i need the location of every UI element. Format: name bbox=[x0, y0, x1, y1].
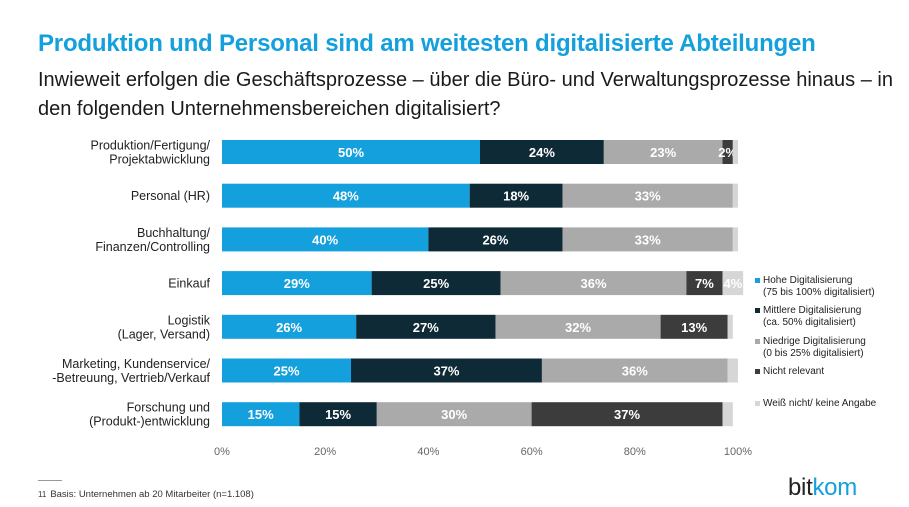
legend-label: Weiß nicht/ keine Angabe bbox=[763, 398, 877, 409]
value-label: 4% bbox=[723, 276, 742, 291]
bar-segment bbox=[222, 358, 351, 383]
value-label: 2% bbox=[718, 145, 737, 160]
footnote-text: Basis: Unternehmen ab 20 Mitarbeiter (n=… bbox=[50, 489, 254, 500]
bar-segment bbox=[531, 402, 723, 427]
legend-swatch bbox=[755, 308, 760, 313]
category-label: Projektabwicklung bbox=[109, 153, 210, 167]
value-label: 37% bbox=[614, 407, 640, 422]
bar-segment bbox=[356, 314, 496, 339]
legend-sublabel: (0 bis 25% digitalisiert) bbox=[763, 348, 864, 359]
legend-swatch bbox=[755, 369, 760, 374]
bar-segment bbox=[428, 227, 563, 252]
value-label: 7% bbox=[695, 276, 714, 291]
category-label: (Produkt-)entwicklung bbox=[89, 415, 210, 429]
legend-label: Nicht relevant bbox=[763, 366, 824, 377]
bar-segment bbox=[469, 183, 563, 208]
value-label: 18% bbox=[503, 189, 529, 204]
category-label: Produktion/Fertigung/ bbox=[90, 139, 210, 153]
bar-segment bbox=[351, 358, 542, 383]
logo-part-1: bit bbox=[788, 474, 813, 501]
x-tick-label: 20% bbox=[314, 446, 336, 458]
value-label: 15% bbox=[248, 407, 274, 422]
bar-segment bbox=[495, 314, 661, 339]
value-label: 15% bbox=[325, 407, 351, 422]
x-tick-label: 100% bbox=[724, 446, 752, 458]
value-label: 50% bbox=[338, 145, 364, 160]
bar-segment bbox=[732, 227, 738, 252]
value-label: 36% bbox=[622, 364, 648, 379]
x-tick-label: 0% bbox=[214, 446, 230, 458]
bar-segment bbox=[299, 402, 377, 427]
bar-segment bbox=[222, 227, 429, 252]
value-label: 37% bbox=[433, 364, 459, 379]
legend-swatch bbox=[755, 339, 760, 344]
category-label: -Betreuung, Vertrieb/Verkauf bbox=[52, 371, 210, 385]
legend-label: Hohe Digitalisierung bbox=[763, 275, 853, 286]
bar-segment bbox=[500, 271, 687, 296]
bar-segment bbox=[562, 183, 733, 208]
category-label: (Lager, Versand) bbox=[118, 327, 210, 341]
legend-label: Niedrige Digitalisierung bbox=[763, 336, 866, 347]
bar-segment bbox=[222, 271, 372, 296]
x-tick-label: 60% bbox=[521, 446, 543, 458]
bar-segment bbox=[686, 271, 723, 296]
bar-segment bbox=[732, 183, 738, 208]
value-label: 30% bbox=[441, 407, 467, 422]
bar-segment bbox=[722, 271, 744, 296]
value-label: 25% bbox=[423, 276, 449, 291]
value-label: 27% bbox=[413, 320, 439, 335]
bar-segment bbox=[222, 402, 300, 427]
chart-subtitle: Inwieweit erfolgen die Geschäftsprozesse… bbox=[38, 69, 893, 120]
value-label: 23% bbox=[650, 145, 676, 160]
bar-segment bbox=[376, 402, 532, 427]
category-label: Forschung und bbox=[127, 401, 210, 415]
bar-segment bbox=[222, 140, 480, 164]
value-label: 36% bbox=[581, 276, 607, 291]
bar-segment bbox=[603, 140, 723, 164]
value-label: 40% bbox=[312, 232, 338, 247]
slide-number: 11 bbox=[38, 490, 47, 499]
value-label: 48% bbox=[333, 189, 359, 204]
x-tick-label: 80% bbox=[624, 446, 646, 458]
bar-segment bbox=[562, 227, 733, 252]
x-tick-label: 40% bbox=[417, 446, 439, 458]
bar-segment bbox=[222, 314, 357, 339]
bar-segment bbox=[541, 358, 728, 383]
value-label: 26% bbox=[276, 320, 302, 335]
bar-segment bbox=[722, 140, 733, 164]
value-label: 33% bbox=[635, 232, 661, 247]
bar-segment bbox=[727, 314, 733, 339]
value-label: 24% bbox=[529, 145, 555, 160]
category-label: Einkauf bbox=[168, 277, 210, 291]
value-label: 33% bbox=[635, 189, 661, 204]
category-label: Personal (HR) bbox=[131, 189, 210, 203]
value-label: 26% bbox=[482, 232, 508, 247]
category-label: Logistik bbox=[168, 313, 211, 327]
bar-segment bbox=[480, 140, 604, 164]
bar-segment bbox=[222, 183, 470, 208]
legend-swatch bbox=[755, 278, 760, 283]
logo-part-2: kom bbox=[812, 474, 857, 501]
bitkom-logo: bitkom bbox=[788, 474, 857, 502]
value-label: 13% bbox=[681, 320, 707, 335]
footnote-rule bbox=[38, 480, 62, 481]
bar-segment bbox=[371, 271, 501, 296]
legend-label: Mittlere Digitalisierung bbox=[763, 305, 861, 316]
category-label: Marketing, Kundenservice/ bbox=[62, 357, 211, 371]
chart-title: Produktion und Personal sind am weiteste… bbox=[38, 30, 816, 57]
bar-segment bbox=[732, 140, 738, 164]
value-label: 29% bbox=[284, 276, 310, 291]
bar-segment bbox=[727, 358, 738, 383]
legend-swatch bbox=[755, 401, 760, 406]
bar-segment bbox=[722, 402, 733, 427]
bar-segment bbox=[660, 314, 728, 339]
legend-sublabel: (ca. 50% digitalisiert) bbox=[763, 317, 856, 328]
value-label: 25% bbox=[273, 364, 299, 379]
footnote: 11 Basis: Unternehmen ab 20 Mitarbeiter (… bbox=[38, 489, 254, 500]
legend-sublabel: (75 bis 100% digitalisiert) bbox=[763, 287, 875, 298]
value-label: 32% bbox=[565, 320, 591, 335]
category-label: Buchhaltung/ bbox=[137, 226, 211, 240]
category-label: Finanzen/Controlling bbox=[95, 240, 210, 254]
